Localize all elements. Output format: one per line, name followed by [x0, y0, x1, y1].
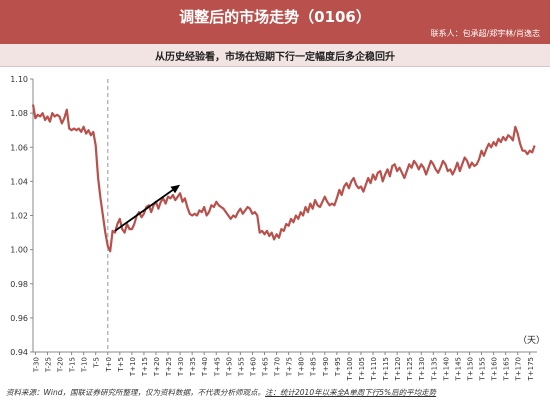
x-tick-label: T+155	[479, 357, 487, 382]
y-tick-label: 1.10	[10, 75, 28, 84]
chart-subtitle: 从历史经验看，市场在短期下行一定幅度后多企稳回升	[155, 52, 395, 63]
x-tick-label: T+10	[129, 357, 137, 377]
x-tick-label: T+0	[105, 357, 113, 373]
x-tick-label: T-15	[69, 357, 77, 373]
x-tick-label: T+55	[237, 357, 245, 377]
x-tick-label: T+150	[466, 357, 474, 382]
subtitle-bar: 从历史经验看，市场在短期下行一定幅度后多企稳回升	[0, 44, 550, 67]
x-tick-label: T+140	[442, 357, 450, 382]
y-tick-label: 0.94	[10, 348, 28, 357]
y-tick-label: 1.06	[10, 143, 28, 152]
footer: 资料来源：Wind，国联证券研究所整理，仅为资料数据，不代表分析师观点。注：统计…	[6, 387, 436, 398]
y-tick-label: 1.04	[10, 177, 28, 186]
x-tick-label: T+40	[201, 357, 209, 377]
x-tick-label: T+25	[165, 357, 173, 377]
unit-label: （天）	[518, 336, 546, 346]
x-tick-label: T+30	[177, 357, 185, 377]
source-note: 资料来源：Wind，国联证券研究所整理，仅为资料数据，不代表分析师观点。	[6, 388, 266, 397]
trend-arrow	[114, 184, 181, 232]
header-bar: 调整后的市场走势（0106） 联系人：包承超/郑宇林/肖逸志	[0, 0, 550, 44]
x-tick-label: T+135	[430, 357, 438, 382]
x-tick-label: T+170	[515, 357, 523, 382]
y-tick-label: 0.96	[10, 314, 28, 323]
arrow-shaft	[114, 189, 174, 232]
x-tick-label: T+175	[527, 357, 535, 382]
series-line	[31, 104, 536, 253]
x-tick-label: T+145	[454, 357, 462, 382]
y-tick-label: 1.00	[10, 246, 28, 255]
x-tick-label: T+115	[382, 357, 390, 382]
x-tick-label: T+95	[334, 357, 342, 377]
x-tick-label: T+35	[189, 357, 197, 377]
x-tick-label: T+100	[346, 357, 354, 382]
x-tick-label: T-10	[81, 357, 89, 373]
x-tick-label: T+65	[262, 357, 270, 377]
x-tick-label: T+165	[503, 357, 511, 382]
contacts-label: 联系人：包承超/郑宇林/肖逸志	[430, 29, 540, 38]
x-tick-label: T+15	[141, 357, 149, 377]
x-tick-label: T+45	[213, 357, 221, 377]
x-tick-label: T+120	[394, 357, 402, 382]
x-tick-label: T-20	[57, 357, 65, 373]
x-tick-label: T+60	[249, 357, 257, 377]
x-tick-label: T+75	[286, 357, 294, 377]
y-tick-label: 1.08	[10, 109, 28, 118]
page-title: 调整后的市场走势（0106）	[179, 8, 371, 26]
stat-note: 注：统计2010年以来全A单周下行5%后的平均走势	[265, 388, 437, 397]
x-tick-label: T-5	[93, 357, 101, 369]
x-tick-label: T+160	[491, 357, 499, 382]
x-tick-label: T+130	[418, 357, 426, 382]
x-tick-label: T+20	[153, 357, 161, 377]
x-tick-label: T+125	[406, 357, 414, 382]
x-tick-label: T+5	[117, 357, 125, 373]
x-tick-label: T+85	[310, 357, 318, 377]
x-tick-label: T+90	[322, 357, 330, 377]
x-axis: T-30 T-25 T-20 T-15 T-10 T-5 T+0 T+5 T+10 T+15 T+2…	[32, 351, 537, 382]
y-tick-label: 1.02	[10, 212, 28, 221]
x-tick-label: T+105	[358, 357, 366, 382]
x-tick-label: T-30	[32, 357, 40, 373]
y-tick-label: 0.98	[10, 280, 28, 289]
arrow-head	[170, 184, 181, 194]
x-tick-label: T-25	[44, 357, 52, 373]
x-tick-label: T+110	[370, 357, 378, 382]
x-tick-label: T+80	[298, 357, 306, 377]
y-axis: 1.10 1.08 1.06 1.04 1.02 1.00 0.98 0.96 0.94	[10, 75, 34, 357]
x-tick-label: T+50	[225, 357, 233, 377]
x-tick-label: T+70	[274, 357, 282, 377]
